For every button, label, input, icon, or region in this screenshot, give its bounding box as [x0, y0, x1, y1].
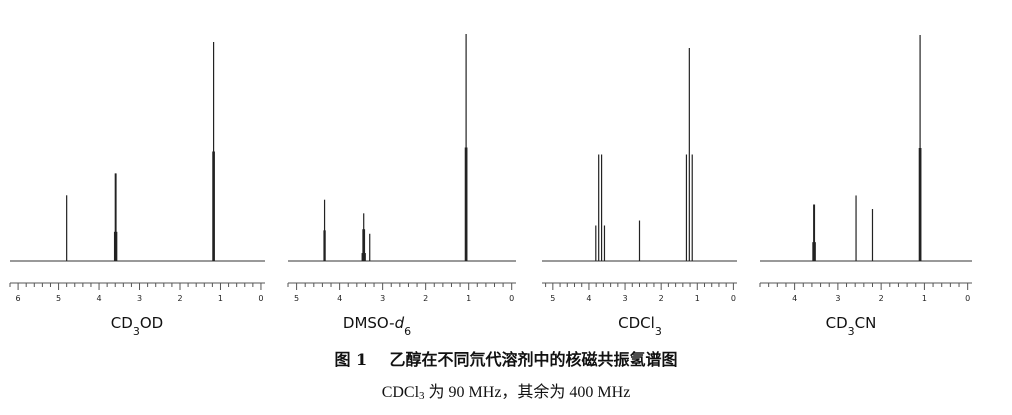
label-main: CDCl	[618, 314, 655, 332]
subtitle-frequency-text: 为 90 MHz，其余为 400 MHz	[424, 384, 631, 401]
figure-subtitle: CDCl3 为 90 MHz，其余为 400 MHz	[0, 378, 1012, 402]
x-tick-label: 4	[792, 294, 797, 303]
label-italic: d	[395, 314, 405, 332]
x-tick-label: 2	[177, 294, 182, 303]
label-subscript: 3	[848, 325, 855, 338]
panel-solvent-label: CD3CN	[826, 314, 877, 338]
x-tick-label: 1	[218, 294, 223, 303]
label-tail: CN	[855, 314, 877, 332]
x-tick-label: 1	[922, 294, 927, 303]
x-tick-label: 6	[16, 294, 21, 303]
figure-title-text: 乙醇在不同氘代溶剂中的核磁共振氢谱图	[389, 350, 678, 369]
label-italic-subscript: 6	[404, 325, 411, 338]
x-tick-label: 4	[97, 294, 102, 303]
x-tick-label: 3	[623, 294, 628, 303]
figure-title: 图 1 乙醇在不同氘代溶剂中的核磁共振氢谱图	[0, 346, 1012, 370]
x-tick-label: 2	[879, 294, 884, 303]
label-main: CD	[826, 314, 848, 332]
x-tick-label: 2	[659, 294, 664, 303]
label-tail: OD	[140, 314, 163, 332]
x-tick-label: 1	[695, 294, 700, 303]
x-tick-label: 5	[550, 294, 555, 303]
panel-solvent-label: CDCl3	[618, 314, 662, 338]
subtitle-subscript: 3	[419, 390, 425, 402]
x-tick-label: 4	[586, 294, 591, 303]
x-tick-label: 4	[337, 294, 342, 303]
x-tick-label: 1	[466, 294, 471, 303]
x-tick-label: 3	[835, 294, 840, 303]
figure-title-number: 图 1	[334, 350, 368, 369]
x-tick-label: 0	[731, 294, 736, 303]
x-tick-label: 0	[509, 294, 514, 303]
x-tick-label: 5	[294, 294, 299, 303]
label-subscript: 3	[133, 325, 140, 338]
label-main: DMSO-	[343, 314, 395, 332]
panel-solvent-label: DMSO-d6	[343, 314, 411, 338]
panel-solvent-label: CD3OD	[111, 314, 163, 338]
subtitle-solvent: CDCl	[381, 384, 420, 401]
x-tick-label: 2	[423, 294, 428, 303]
label-main: CD	[111, 314, 133, 332]
x-tick-label: 5	[56, 294, 61, 303]
spectrum-panel-2: 5 4 3 2 1 0 DMSO-d6	[287, 34, 516, 338]
x-tick-label: 0	[965, 294, 970, 303]
x-tick-label: 0	[258, 294, 263, 303]
x-tick-label: 3	[380, 294, 385, 303]
x-tick-label: 3	[137, 294, 142, 303]
label-subscript: 3	[655, 325, 662, 338]
